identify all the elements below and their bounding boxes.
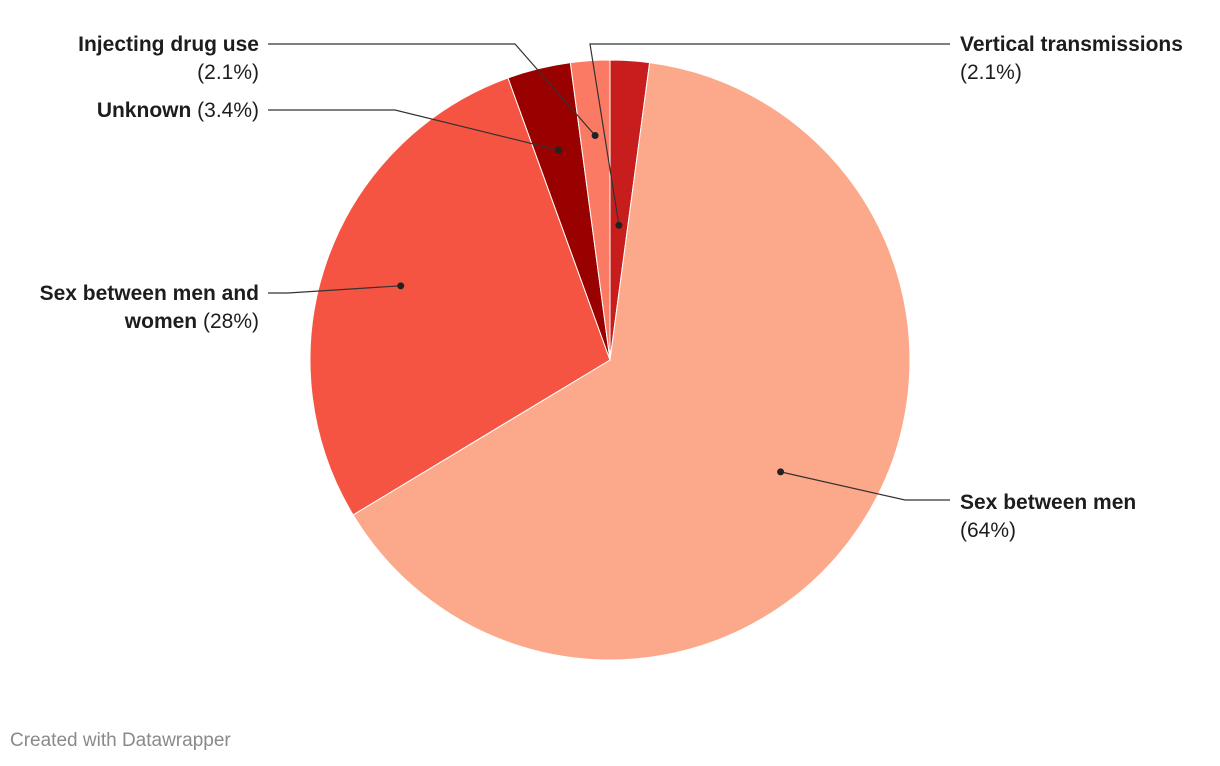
label-leader-lines [268, 43, 950, 501]
leader-line [268, 285, 401, 294]
pie-slice-sex-between-men [352, 62, 911, 661]
leader-dot [615, 221, 623, 229]
leader-dot [591, 131, 599, 139]
slice-labels: Vertical transmissions (2.1%) Sex between … [40, 33, 1183, 542]
slice-label: Vertical transmissions (2.1%) [960, 33, 1183, 84]
leader-line [589, 43, 950, 226]
leader-line [780, 471, 950, 501]
leader-line [268, 43, 596, 136]
pie-slices [309, 59, 911, 661]
pie-slice-sex-between-men-and-women [309, 77, 611, 516]
credit-text: Created with Datawrapper [10, 730, 231, 751]
slice-label: Sex between men and women (28%) [40, 282, 259, 333]
slice-label: Sex between men (64%) [960, 491, 1136, 542]
leader-dot [397, 282, 405, 290]
leader-line [268, 109, 559, 151]
slice-label: Unknown (3.4%) [97, 99, 259, 122]
pie-slice-injecting-drug-use [569, 59, 611, 361]
leader-dot [555, 146, 563, 154]
slice-label: Injecting drug use (2.1%) [78, 33, 259, 84]
leader-dot [777, 468, 785, 476]
